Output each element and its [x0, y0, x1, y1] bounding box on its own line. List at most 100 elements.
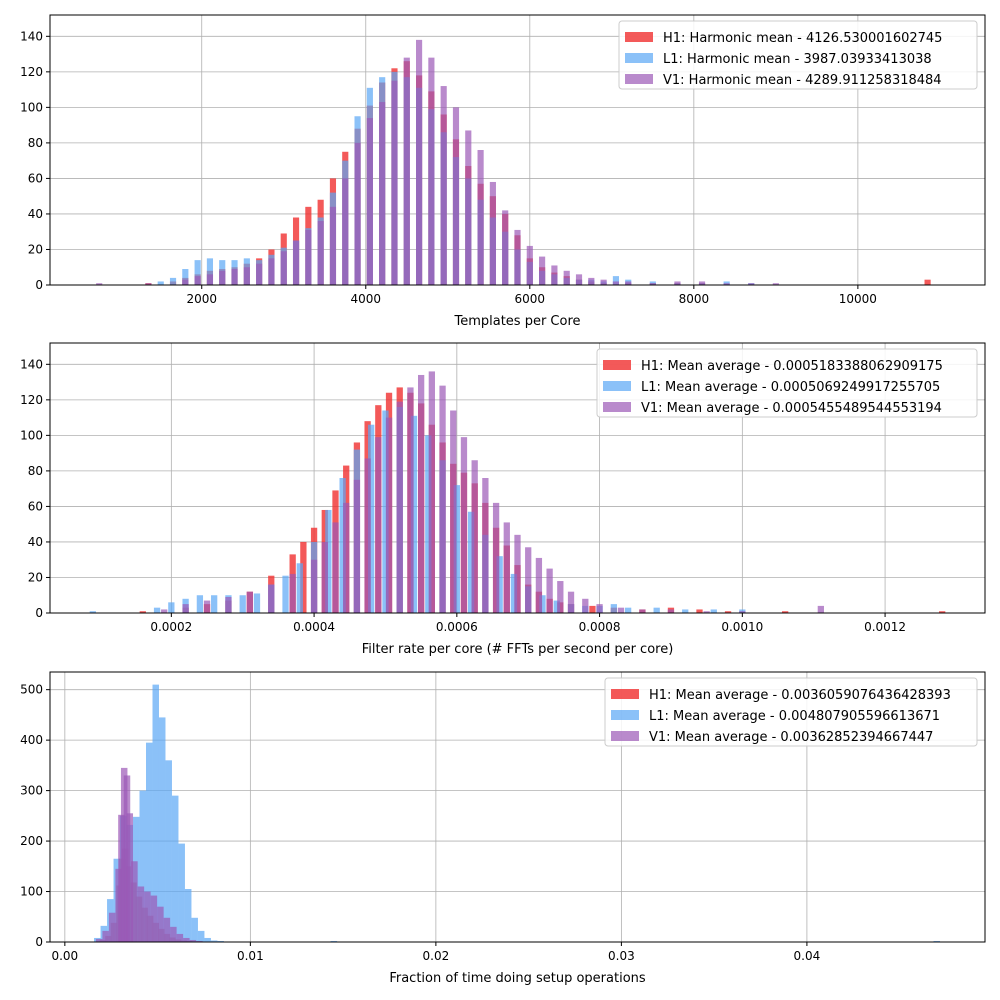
histogram-bar — [526, 245, 533, 285]
histogram-bar — [126, 813, 134, 942]
histogram-bar — [184, 889, 192, 942]
histogram-bar — [724, 611, 732, 613]
histogram-bar — [482, 478, 489, 613]
legend-label: V1: Mean average - 0.00362852394667447 — [649, 730, 933, 745]
histogram-setup-fraction: 0.00 0.01 0.02 0.03 0.04 0 100 200 300 400 500 Frac… — [20, 671, 986, 986]
histogram-bar — [243, 267, 250, 285]
histogram-bar — [539, 595, 546, 613]
x-tick-label: 0.0006 — [436, 620, 478, 634]
x-tick-label: 0.0008 — [579, 620, 621, 634]
x-tick-label: 0.00 — [51, 949, 78, 963]
histogram-bar — [375, 437, 382, 613]
histogram-bar — [157, 281, 164, 285]
y-tick-label: 40 — [28, 535, 43, 549]
legend-swatch — [625, 32, 653, 42]
histogram-bar — [428, 371, 435, 613]
histogram-bar — [653, 607, 660, 613]
histogram-bar — [557, 581, 564, 613]
histogram-bar — [612, 281, 619, 285]
axes-frame — [49, 342, 986, 614]
histogram-bar — [329, 206, 337, 285]
y-tick-label: 0 — [35, 278, 43, 292]
x-tick-label: 0.0004 — [293, 620, 335, 634]
legend-label: L1: Mean average - 0.0005069249917255705 — [641, 380, 940, 395]
histogram-bar — [342, 178, 349, 285]
x-tick-label: 0.0010 — [721, 620, 763, 634]
histogram-bar — [710, 609, 717, 613]
y-tick-label: 400 — [20, 733, 43, 747]
histogram-bar — [246, 591, 253, 613]
histogram-bar — [465, 130, 472, 285]
y-tick-label: 100 — [20, 100, 43, 114]
x-tick-label: 0.03 — [608, 949, 635, 963]
legend-label: H1: Harmonic mean - 4126.530001602745 — [663, 31, 942, 46]
histogram-bar — [189, 939, 197, 942]
histogram-bar — [525, 547, 532, 613]
legend-label: L1: Harmonic mean - 3987.03933413038 — [663, 52, 932, 67]
histogram-bar — [343, 502, 350, 613]
histogram-bar — [703, 611, 710, 613]
legend-swatch — [611, 689, 639, 699]
histogram-bar — [196, 940, 203, 942]
legend-box — [596, 348, 978, 418]
y-tick-label: 0 — [35, 935, 43, 949]
x-tick-label: 8000 — [679, 292, 710, 306]
histogram-bar — [723, 283, 730, 285]
histogram-bar — [514, 534, 521, 613]
x-tick-label: 6000 — [515, 292, 546, 306]
y-tick-label: 120 — [20, 65, 43, 79]
histogram-bar — [152, 684, 159, 942]
histogram-bar — [624, 607, 632, 613]
histogram-bar — [169, 277, 177, 285]
histogram-bar — [144, 891, 151, 942]
y-tick-label: 140 — [20, 29, 43, 43]
histogram-bar — [698, 281, 706, 285]
histogram-bar — [496, 556, 503, 613]
legend-label: H1: Mean average - 0.0036059076436428393 — [649, 688, 951, 703]
histogram-bar — [489, 181, 496, 285]
histogram-bar — [153, 607, 161, 613]
histogram-bar — [924, 279, 931, 285]
histogram-bar — [510, 573, 518, 613]
x-tick-label: 0.0012 — [864, 620, 906, 634]
histogram-bar — [588, 277, 595, 285]
histogram-bar — [296, 563, 303, 613]
legend-label: H1: Mean average - 0.0005183388062909175 — [641, 359, 943, 374]
legend-box — [618, 20, 978, 90]
histogram-bar — [453, 485, 460, 613]
legend-label: L1: Mean average - 0.004807905596613671 — [649, 709, 940, 724]
histogram-bar — [280, 251, 287, 285]
histogram-bar — [317, 221, 324, 285]
histogram-bar — [385, 417, 393, 613]
histogram-bar — [108, 912, 116, 942]
histogram-bar — [477, 150, 484, 285]
legend-swatch — [603, 381, 631, 391]
x-axis-label: Filter rate per core (# FFTs per second … — [362, 642, 674, 657]
series-v1 — [161, 371, 824, 613]
legend: H1: Mean average - 0.0036059076436428393… — [604, 677, 978, 747]
histogram-bar — [150, 895, 158, 942]
histogram-bar — [225, 597, 232, 613]
histogram-bar — [139, 790, 146, 942]
histogram-bar — [182, 604, 189, 613]
histogram-bar — [617, 607, 625, 613]
histogram-bar — [467, 511, 475, 613]
histogram-bar — [292, 240, 300, 285]
histogram-bar — [161, 609, 168, 613]
histogram-bar — [939, 611, 946, 613]
histogram-bar — [178, 843, 185, 942]
histogram-bar — [575, 274, 583, 285]
histogram-bar — [332, 522, 339, 613]
x-axis-label: Fraction of time doing setup operations — [389, 971, 646, 986]
histogram-bar — [589, 605, 596, 613]
legend-box — [604, 677, 978, 747]
histogram-bar — [933, 940, 941, 942]
histogram-bar — [748, 283, 755, 285]
histogram-bar — [739, 611, 746, 613]
histogram-bar — [330, 940, 338, 942]
histogram-bar — [197, 930, 205, 942]
histogram-bar — [204, 937, 211, 942]
histogram-bar — [503, 522, 510, 613]
histogram-bar — [772, 283, 779, 285]
